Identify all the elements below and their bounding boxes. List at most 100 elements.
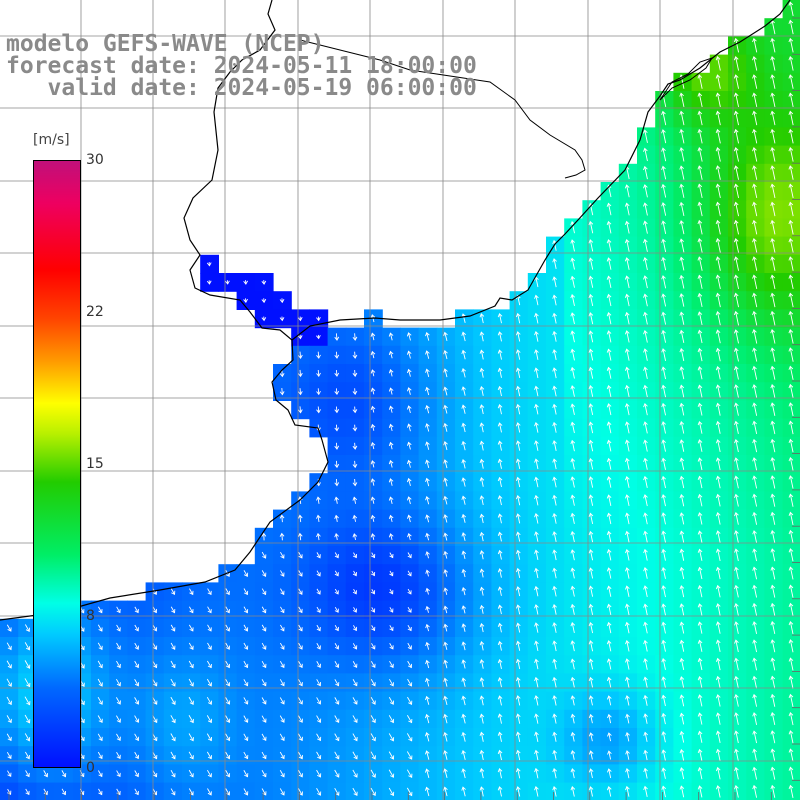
wind-arrow <box>661 275 667 289</box>
valid-date-label: valid date: 2024-05-19 06:00:00 <box>6 75 477 101</box>
wind-speed-cell <box>782 182 800 201</box>
wind-arrow <box>734 530 739 543</box>
wind-arrow <box>552 367 557 379</box>
wind-speed-cell <box>782 36 800 56</box>
wind-arrow <box>643 202 648 216</box>
wind-arrow <box>752 530 758 544</box>
wind-arrow <box>425 350 430 359</box>
wind-arrow <box>697 311 703 326</box>
wind-arrow <box>715 420 721 434</box>
wind-arrow <box>788 292 794 308</box>
wind-arrow <box>679 512 685 525</box>
wind-arrow <box>697 147 703 162</box>
wind-arrow <box>788 456 794 471</box>
wind-arrow <box>425 532 430 541</box>
wind-arrow <box>261 570 267 577</box>
wind-arrow <box>388 423 394 432</box>
wind-arrow <box>661 110 667 126</box>
wind-arrow <box>552 421 557 433</box>
wind-arrow <box>679 147 685 162</box>
wind-arrow <box>715 366 721 380</box>
wind-arrow <box>406 423 412 432</box>
wind-arrow <box>643 439 648 452</box>
wind-arrow <box>425 569 430 577</box>
wind-arrow <box>661 348 667 361</box>
wind-arrow <box>370 460 376 468</box>
wind-arrow <box>661 220 667 234</box>
wind-arrow <box>642 129 648 143</box>
wind-arrow <box>406 405 412 414</box>
wind-arrow <box>606 512 612 525</box>
wind-arrow <box>661 293 667 307</box>
wind-arrow <box>352 552 358 559</box>
wind-arrow <box>770 347 776 362</box>
wind-arrow <box>497 422 503 433</box>
wind-arrow <box>570 221 575 234</box>
wind-arrow <box>425 477 430 487</box>
wind-arrow <box>624 403 630 416</box>
wind-speed-cell <box>782 309 800 329</box>
wind-arrow <box>588 549 594 561</box>
wind-arrow <box>788 548 794 562</box>
wind-arrow <box>497 495 503 506</box>
wind-arrow <box>788 493 794 507</box>
wind-arrow <box>661 311 667 325</box>
wind-arrow <box>733 37 739 53</box>
wind-speed-cell <box>218 782 238 800</box>
wind-arrow <box>570 549 576 561</box>
wind-arrow <box>570 494 576 506</box>
wind-arrow <box>697 366 703 380</box>
wind-arrow <box>715 274 721 290</box>
wind-arrow <box>570 512 576 524</box>
wind-arrow <box>588 275 594 288</box>
wind-arrow <box>624 348 630 361</box>
wind-arrow <box>515 549 521 560</box>
wind-arrow <box>334 424 340 432</box>
wind-arrow <box>752 511 758 525</box>
wind-arrow <box>352 460 358 469</box>
wind-speed-cell <box>0 782 19 800</box>
wind-arrow <box>461 404 467 414</box>
wind-arrow <box>316 570 321 577</box>
wind-arrow <box>407 570 412 577</box>
wind-arrow <box>643 184 648 198</box>
wind-arrow <box>697 128 703 144</box>
wind-arrow <box>588 457 594 470</box>
wind-arrow <box>552 403 557 415</box>
wind-arrow <box>570 257 576 270</box>
wind-arrow <box>388 514 394 523</box>
wind-arrow <box>679 274 685 289</box>
wind-speed-cell <box>327 782 347 800</box>
wind-speed-cell <box>782 109 800 128</box>
wind-arrow <box>443 550 448 559</box>
wind-arrow <box>643 220 648 234</box>
wind-arrow <box>606 384 612 397</box>
wind-arrow <box>788 256 794 271</box>
wind-arrow <box>697 74 703 89</box>
wind-arrow <box>770 165 776 180</box>
wind-arrow <box>752 201 758 217</box>
wind-arrow <box>606 348 612 361</box>
wind-arrow <box>697 347 703 362</box>
wind-speed-cell <box>782 236 800 256</box>
wind-arrow <box>788 438 794 453</box>
wind-arrow <box>715 256 721 271</box>
wind-arrow <box>606 312 612 325</box>
wind-speed-cell <box>273 782 292 800</box>
wind-arrow <box>733 56 739 71</box>
wind-arrow <box>624 257 630 270</box>
wind-arrow <box>515 331 521 342</box>
wind-arrow <box>588 567 594 579</box>
wind-arrow <box>588 348 594 361</box>
wind-arrow <box>679 220 685 235</box>
wind-arrow <box>588 330 594 343</box>
wind-arrow <box>297 334 303 340</box>
wind-arrow <box>479 331 485 342</box>
wind-speed-cell <box>782 400 800 420</box>
wind-arrow <box>552 458 557 470</box>
wind-arrow <box>661 129 667 144</box>
wind-arrow <box>770 238 776 253</box>
wind-speed-cell <box>782 673 800 693</box>
wind-arrow <box>570 439 576 452</box>
